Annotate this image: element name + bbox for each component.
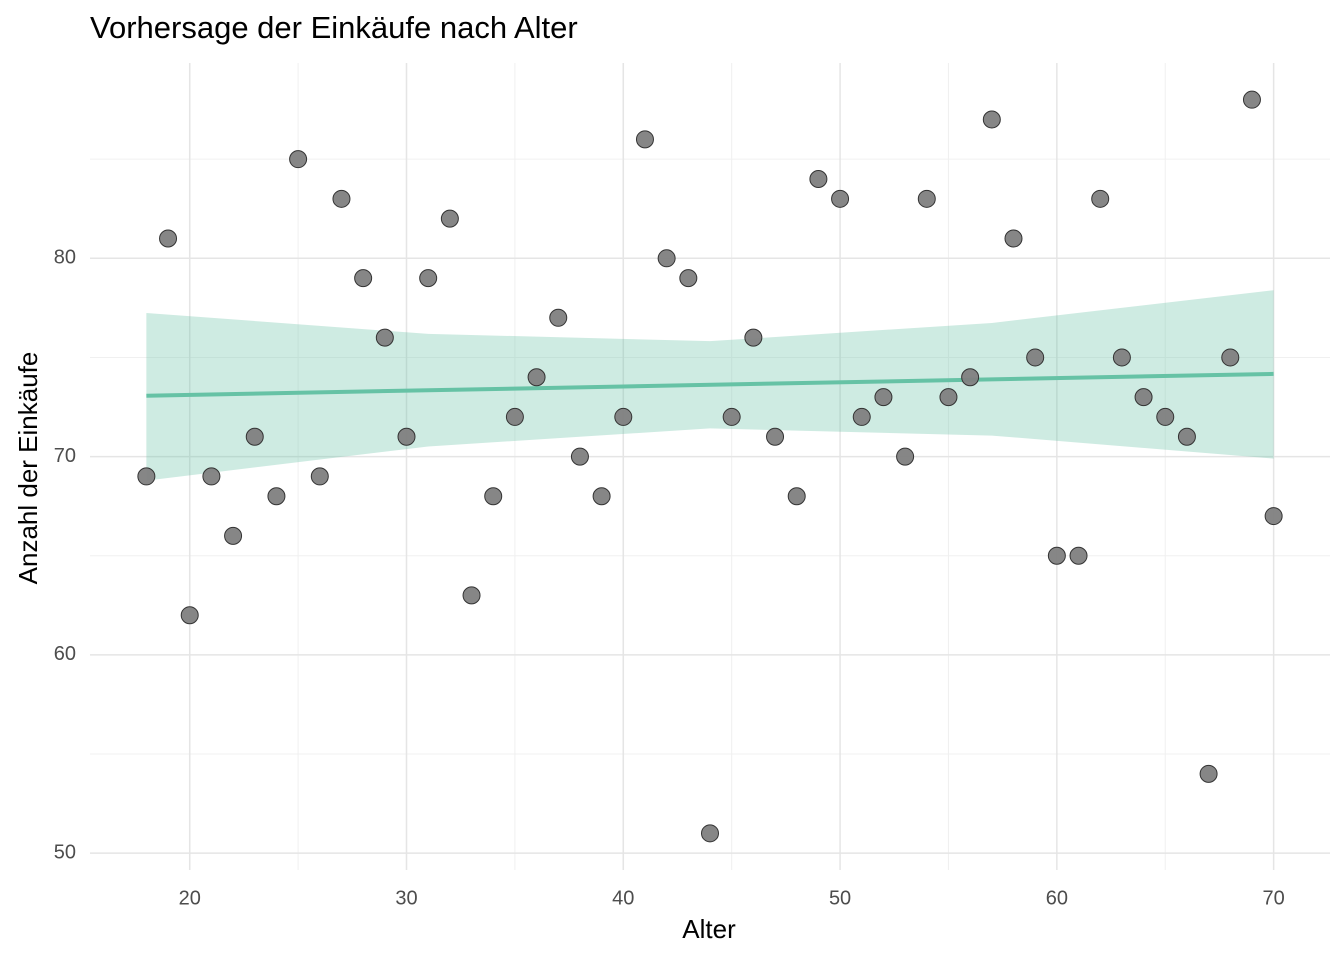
data-point (245, 427, 264, 446)
data-point (484, 487, 503, 506)
data-point (397, 427, 416, 446)
data-point (462, 586, 481, 605)
data-point (1156, 407, 1175, 426)
y-tick-label: 60 (54, 643, 76, 665)
data-point (1134, 388, 1153, 407)
data-point (592, 487, 611, 506)
x-tick-label: 30 (395, 887, 417, 909)
data-point (744, 328, 763, 347)
data-point (505, 407, 524, 426)
data-point (614, 407, 633, 426)
data-point (787, 487, 806, 506)
data-point (1069, 546, 1088, 565)
x-axis-label: Alter (682, 914, 736, 944)
data-point (1221, 348, 1240, 367)
data-point (1091, 189, 1110, 208)
data-point (1112, 348, 1131, 367)
y-tick-label: 80 (54, 247, 76, 269)
data-point (354, 269, 373, 288)
data-point (1199, 764, 1218, 783)
data-point (440, 209, 459, 228)
y-axis-label: Anzahl der Einkäufe (13, 352, 43, 585)
data-point (657, 249, 676, 268)
data-point (679, 269, 698, 288)
data-point (527, 368, 546, 387)
data-point (137, 467, 156, 486)
data-point (766, 427, 785, 446)
data-point (831, 189, 850, 208)
data-point (549, 308, 568, 327)
x-tick-label: 20 (179, 887, 201, 909)
data-point (701, 824, 719, 843)
data-point (332, 189, 351, 208)
data-point (961, 368, 980, 387)
data-point (570, 447, 589, 466)
data-point (917, 189, 936, 208)
data-point (1264, 507, 1283, 526)
data-point (202, 467, 221, 486)
data-point (1047, 546, 1066, 565)
data-point (1242, 90, 1261, 109)
data-point (1177, 427, 1196, 446)
x-tick-label: 50 (829, 887, 851, 909)
data-point (852, 407, 871, 426)
data-point (289, 150, 308, 169)
data-point (159, 229, 178, 248)
data-point (375, 328, 394, 347)
x-tick-label: 70 (1263, 887, 1285, 909)
data-point (224, 526, 243, 545)
data-point (180, 606, 199, 625)
chart-title: Vorhersage der Einkäufe nach Alter (90, 10, 578, 45)
data-point (874, 388, 893, 407)
data-point (982, 110, 1001, 129)
data-point (809, 169, 828, 188)
y-tick-label: 70 (54, 445, 76, 467)
x-tick-label: 40 (612, 887, 634, 909)
data-point (1004, 229, 1023, 248)
data-point (722, 407, 741, 426)
y-tick-label: 50 (54, 841, 76, 863)
x-tick-label: 60 (1046, 887, 1068, 909)
data-point (1026, 348, 1045, 367)
data-point (310, 467, 329, 486)
data-point (896, 447, 915, 466)
fit-line (146, 371, 1274, 398)
data-point (267, 487, 286, 506)
data-point (419, 269, 438, 288)
data-point (635, 130, 654, 149)
data-point (939, 388, 958, 407)
